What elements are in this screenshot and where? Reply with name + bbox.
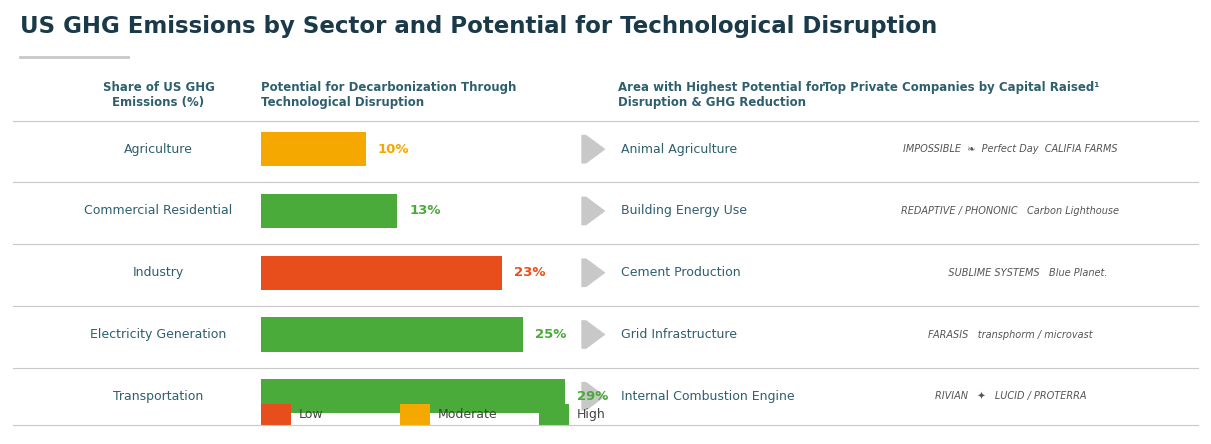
Text: Internal Combustion Engine: Internal Combustion Engine: [621, 390, 794, 403]
Text: Animal Agriculture: Animal Agriculture: [621, 143, 737, 156]
Text: Transportation: Transportation: [114, 390, 203, 403]
Text: Moderate: Moderate: [437, 408, 498, 421]
Polygon shape: [581, 135, 606, 163]
Text: IMPOSSIBLE  ❧  Perfect Day  CALIFIA FARMS: IMPOSSIBLE ❧ Perfect Day CALIFIA FARMS: [903, 144, 1118, 154]
Text: US GHG Emissions by Sector and Potential for Technological Disruption: US GHG Emissions by Sector and Potential…: [19, 15, 937, 38]
Text: 29%: 29%: [576, 390, 608, 403]
Polygon shape: [581, 197, 606, 225]
Text: Industry: Industry: [133, 266, 184, 279]
Polygon shape: [581, 320, 606, 349]
Text: Agriculture: Agriculture: [124, 143, 193, 156]
Text: 23%: 23%: [515, 266, 546, 279]
Text: Area with Highest Potential for
Disruption & GHG Reduction: Area with Highest Potential for Disrupti…: [618, 81, 825, 109]
Text: 13%: 13%: [409, 205, 441, 218]
Bar: [262, 132, 366, 166]
Text: Commercial Residential: Commercial Residential: [85, 205, 233, 218]
Bar: [262, 379, 564, 413]
Text: SUBLIME SYSTEMS   Blue Planet.: SUBLIME SYSTEMS Blue Planet.: [913, 268, 1107, 278]
Polygon shape: [581, 382, 606, 411]
Bar: [400, 404, 430, 425]
Text: RIVIAN   ✦   LUCID / PROTERRA: RIVIAN ✦ LUCID / PROTERRA: [935, 391, 1086, 401]
Text: High: High: [576, 408, 606, 421]
Bar: [262, 404, 292, 425]
Text: 10%: 10%: [378, 143, 409, 156]
Text: Low: Low: [299, 408, 323, 421]
Bar: [539, 404, 569, 425]
Polygon shape: [581, 258, 606, 287]
Bar: [262, 256, 503, 290]
Text: Potential for Decarbonization Through
Technological Disruption: Potential for Decarbonization Through Te…: [262, 81, 517, 109]
Text: Grid Infrastructure: Grid Infrastructure: [621, 328, 737, 341]
Text: FARASIS   transphorm / microvast: FARASIS transphorm / microvast: [928, 329, 1092, 340]
Bar: [262, 317, 523, 352]
Text: Share of US GHG
Emissions (%): Share of US GHG Emissions (%): [103, 81, 214, 109]
Bar: [262, 194, 397, 228]
Text: 25%: 25%: [535, 328, 567, 341]
Text: Electricity Generation: Electricity Generation: [91, 328, 226, 341]
Text: REDAPTIVE / PHONONIC   Carbon Lighthouse: REDAPTIVE / PHONONIC Carbon Lighthouse: [901, 206, 1119, 216]
Text: Top Private Companies by Capital Raised¹: Top Private Companies by Capital Raised¹: [823, 81, 1100, 94]
Text: Cement Production: Cement Production: [621, 266, 741, 279]
Text: Building Energy Use: Building Energy Use: [621, 205, 747, 218]
